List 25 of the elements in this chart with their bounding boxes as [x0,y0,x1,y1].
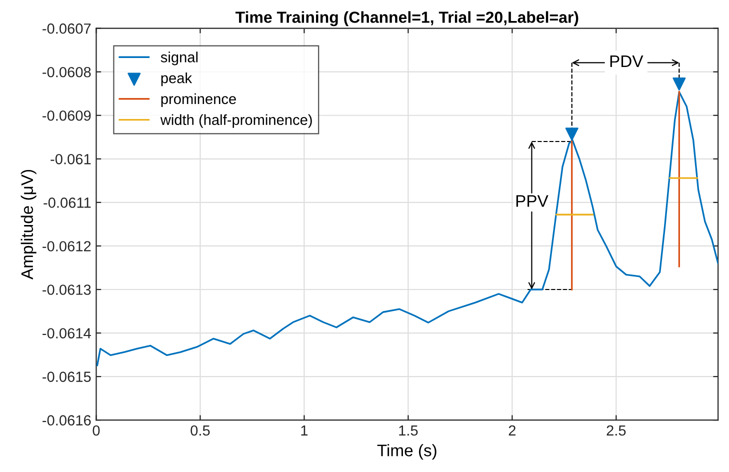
y-tick-label: -0.0613 [42,284,91,295]
x-tick-label: 0 [92,425,100,436]
y-tick-label: -0.0607 [42,23,91,34]
y-tick-label: -0.0608 [42,66,91,78]
legend-label: peak [161,72,192,86]
x-tick-label: 1.5 [399,425,418,436]
annotation: PPV [516,195,548,207]
y-tick-label: -0.0615 [42,372,91,382]
y-tick-label: -0.0609 [42,110,91,121]
y-tick-label: -0.061 [50,154,91,164]
x-tick-label: 2 [508,425,516,436]
y-tick-label: -0.0616 [42,415,91,426]
chart-title: Time Training (Channel=1, Trial =20,Label=ar) [235,11,578,26]
x-tick-label: 0.5 [190,425,210,436]
x-tick-label: 1 [301,425,308,436]
legend-label: prominence [161,93,236,108]
x-tick-label: 2.5 [606,425,626,436]
y-axis-title: Amplitude (μV) [20,170,36,280]
y-tick-label: -0.0612 [42,241,91,252]
legend-label: signal [160,52,198,66]
annotation: PDV [610,56,644,68]
x-axis-title: Time (s) [377,444,436,460]
y-tick-label: -0.0611 [44,198,91,208]
y-tick-label: -0.0614 [42,328,91,338]
legend-label: width (half-prominence) [160,114,312,128]
